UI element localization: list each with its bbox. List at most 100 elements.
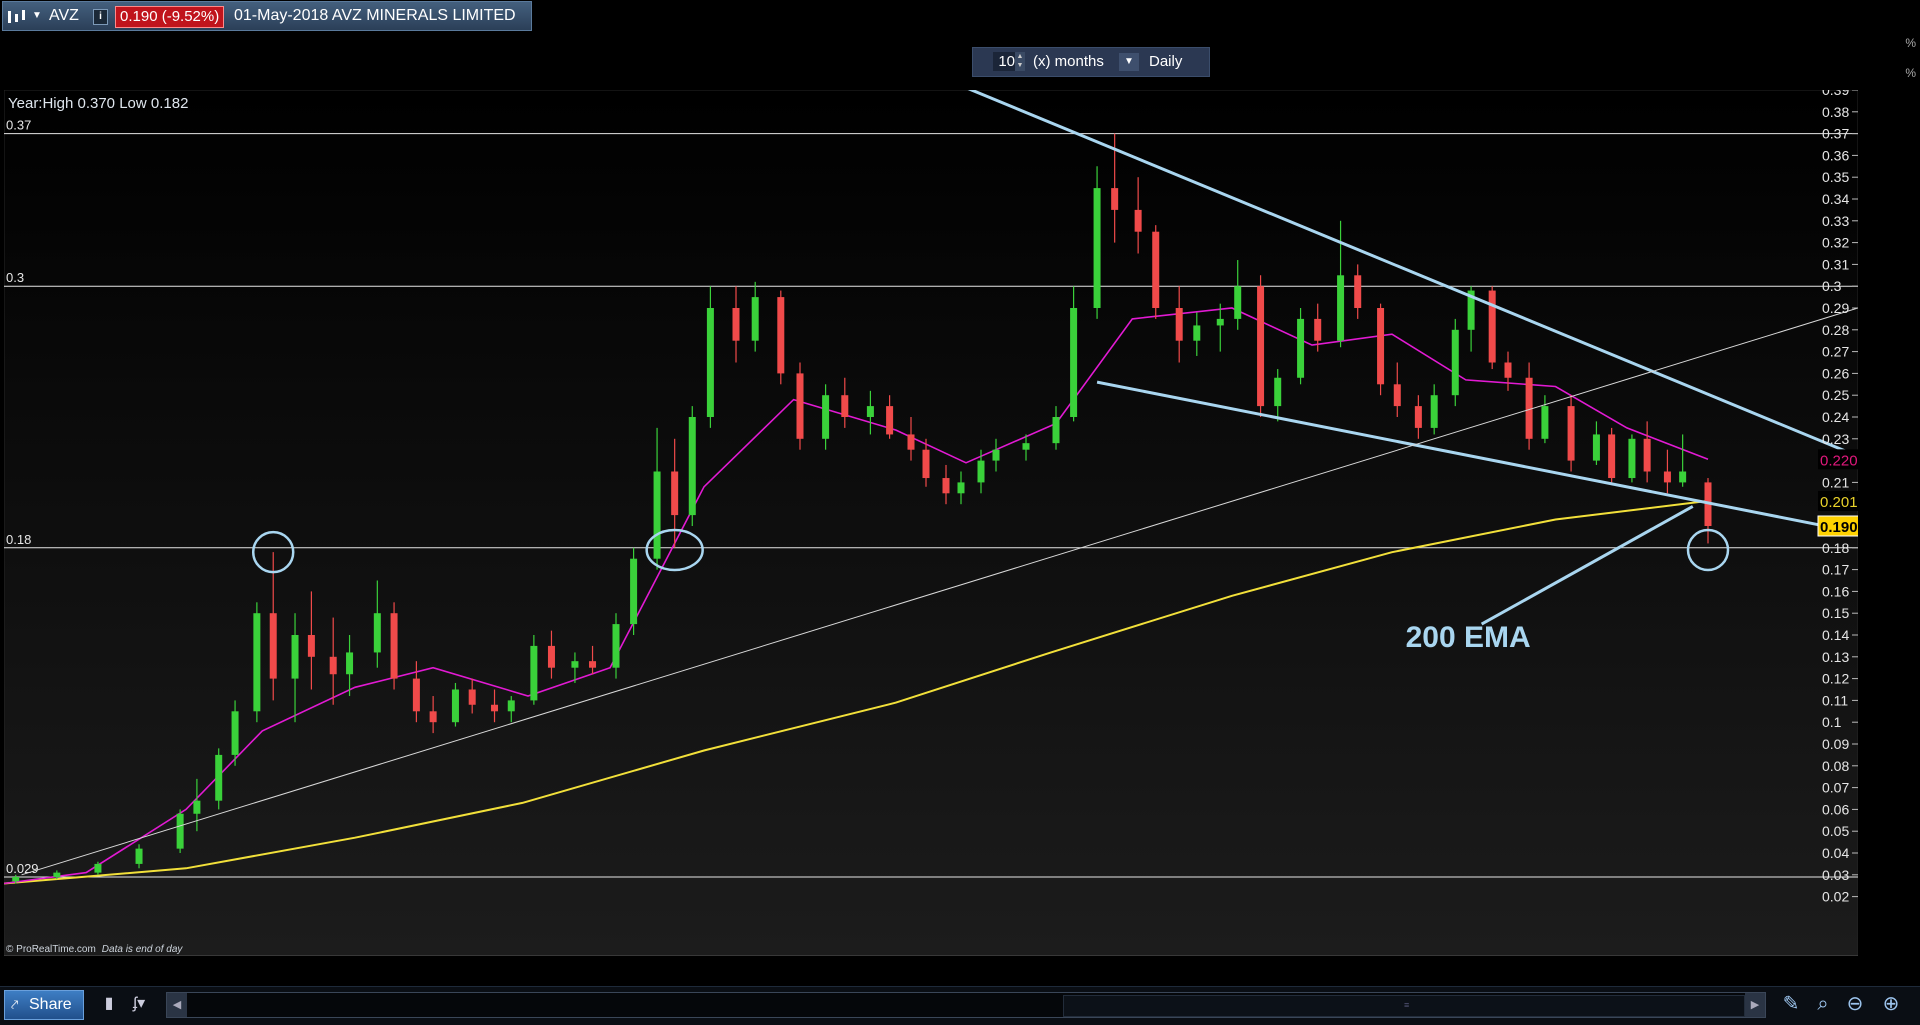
scroll-left-icon[interactable]: ◀ bbox=[167, 993, 187, 1017]
candle-body bbox=[1134, 209, 1142, 232]
y-tick-label: 0.36 bbox=[1822, 147, 1849, 163]
y-tick-label: 0.29 bbox=[1822, 300, 1849, 316]
candle-body bbox=[373, 613, 381, 653]
candle-body bbox=[94, 863, 102, 873]
candle-body bbox=[1393, 384, 1401, 407]
candle-body bbox=[922, 449, 930, 479]
y-tick-label: 0.31 bbox=[1822, 256, 1849, 272]
indicators-icon[interactable]: ʄ▾ bbox=[132, 995, 146, 1012]
zoom-out-icon[interactable]: ⊖ bbox=[1846, 993, 1864, 1015]
share-icon: ⤤ bbox=[11, 997, 19, 1012]
y-tick-label: 0.27 bbox=[1822, 344, 1849, 360]
symbol-dropdown-icon[interactable]: ▼ bbox=[32, 10, 42, 21]
level-label: 0.029 bbox=[6, 861, 39, 876]
copyright-text: © ProRealTime.com Data is end of day bbox=[6, 944, 183, 955]
share-button[interactable]: ⤤ Share bbox=[4, 990, 84, 1020]
candle-body bbox=[412, 678, 420, 712]
chart-type-icon[interactable]: ▮ bbox=[104, 995, 114, 1012]
candle-body bbox=[53, 872, 61, 877]
candle-body bbox=[1152, 231, 1160, 308]
candle-body bbox=[176, 813, 184, 849]
y-tick-label: 0.39 bbox=[1822, 90, 1849, 98]
candle-body bbox=[468, 689, 476, 705]
candle-body bbox=[429, 711, 437, 723]
zoom-area-icon[interactable]: ⌕ bbox=[1817, 993, 1829, 1015]
y-tick-label: 0.02 bbox=[1822, 889, 1849, 905]
candle-body bbox=[231, 711, 239, 755]
y-tick-label: 0.14 bbox=[1822, 627, 1849, 643]
candle-body bbox=[612, 624, 620, 668]
symbol-label[interactable]: AVZ bbox=[49, 7, 79, 24]
candle-body bbox=[329, 656, 337, 675]
interval-dropdown-icon[interactable]: ▼ bbox=[1119, 53, 1139, 71]
horizontal-scrollbar[interactable]: ◀ ≡ ▶ bbox=[166, 992, 1766, 1018]
price-tag-box bbox=[1817, 515, 1858, 537]
candle-body bbox=[346, 652, 354, 675]
candle-body bbox=[751, 297, 759, 341]
candle-body bbox=[1257, 286, 1265, 407]
scroll-thumb[interactable]: ≡ bbox=[1063, 995, 1745, 1017]
y-tick-label: 0.1 bbox=[1822, 714, 1842, 730]
scroll-grip-icon: ≡ bbox=[1404, 1000, 1410, 1010]
candlestick-logo-icon bbox=[8, 10, 25, 23]
period-spinner-icon[interactable]: ▲ ▼ bbox=[1015, 52, 1025, 71]
highlight-circle bbox=[645, 528, 704, 572]
y-tick-label: 0.21 bbox=[1822, 474, 1849, 490]
trendline-lower-support bbox=[1096, 380, 1858, 535]
y-tick-label: 0.24 bbox=[1822, 409, 1849, 425]
candle-body bbox=[589, 661, 597, 668]
interval-label[interactable]: Daily bbox=[1149, 53, 1183, 70]
percent-toggle-icon-2[interactable]: % bbox=[1905, 66, 1916, 80]
candle-body bbox=[841, 395, 849, 417]
level-label: 0.18 bbox=[6, 532, 31, 547]
candle-body bbox=[215, 754, 223, 801]
candle-body bbox=[12, 876, 20, 882]
candle-body bbox=[1504, 362, 1512, 378]
candle-body bbox=[291, 635, 299, 679]
level-label: 0.3 bbox=[6, 270, 24, 285]
candle-body bbox=[571, 661, 579, 668]
candle-body bbox=[491, 704, 499, 712]
bottom-toolbar: ⤤ Share ▮ ʄ▾ ◀ ≡ ▶ ✎ ⌕ ⊖ ⊕ bbox=[0, 986, 1920, 1025]
percent-toggle-icon[interactable]: % bbox=[1905, 36, 1916, 50]
top-toolbar: ▼ AVZ i 0.190 (-9.52%) 01-May-2018 AVZ M… bbox=[0, 0, 1920, 80]
zoom-in-icon[interactable]: ⊕ bbox=[1882, 993, 1900, 1015]
candle-body bbox=[1592, 434, 1600, 461]
candle-body bbox=[1274, 377, 1282, 407]
candle-body bbox=[1193, 325, 1201, 341]
candle-body bbox=[886, 406, 894, 435]
candle-body bbox=[1628, 438, 1636, 479]
period-value-input[interactable]: 10 bbox=[993, 52, 1015, 71]
drawing-tools-icon[interactable]: ✎ bbox=[1782, 993, 1800, 1015]
trendline-upper-resistance bbox=[967, 90, 1858, 458]
info-icon[interactable]: i bbox=[93, 9, 108, 25]
candle-body bbox=[193, 800, 201, 814]
trendline-ema-pointer bbox=[1480, 505, 1694, 626]
y-tick-label: 0.33 bbox=[1822, 213, 1849, 229]
candle-body bbox=[390, 613, 398, 679]
price-tag-label: 0.2015 bbox=[1820, 494, 1858, 511]
price-chart[interactable]: 0.37 0.3 0.18 0.029 0.39 0.38 0.37 0.36 0.35 0.3… bbox=[4, 90, 1858, 956]
candle-body bbox=[1488, 290, 1496, 363]
y-tick-label: 0.26 bbox=[1822, 365, 1849, 381]
chart-area[interactable]: 0.37 0.3 0.18 0.029 0.39 0.38 0.37 0.36 0.35 0.3… bbox=[4, 90, 1858, 956]
candle-body bbox=[732, 308, 740, 341]
candle-body bbox=[1525, 377, 1533, 439]
ema200-line bbox=[4, 499, 1709, 885]
candle-body bbox=[1679, 471, 1687, 483]
candle-body bbox=[957, 482, 965, 494]
y-tick-label: 0.37 bbox=[1822, 126, 1849, 142]
y-tick-label: 0.16 bbox=[1822, 583, 1849, 599]
candle-body bbox=[1451, 329, 1459, 396]
price-tag-label: 0.190 bbox=[1820, 519, 1858, 536]
candle-body bbox=[1608, 434, 1616, 479]
candle-body bbox=[866, 406, 874, 417]
candle-body bbox=[1643, 438, 1651, 472]
candle-body bbox=[671, 471, 679, 516]
candle-body bbox=[822, 395, 830, 439]
symbol-box[interactable]: ▼ AVZ i 0.190 (-9.52%) 01-May-2018 AVZ M… bbox=[2, 1, 532, 31]
y-tick-label: 0.18 bbox=[1822, 540, 1849, 556]
scroll-right-icon[interactable]: ▶ bbox=[1745, 993, 1765, 1017]
y-tick-label: 0.34 bbox=[1822, 191, 1849, 207]
candle-body bbox=[688, 417, 696, 516]
